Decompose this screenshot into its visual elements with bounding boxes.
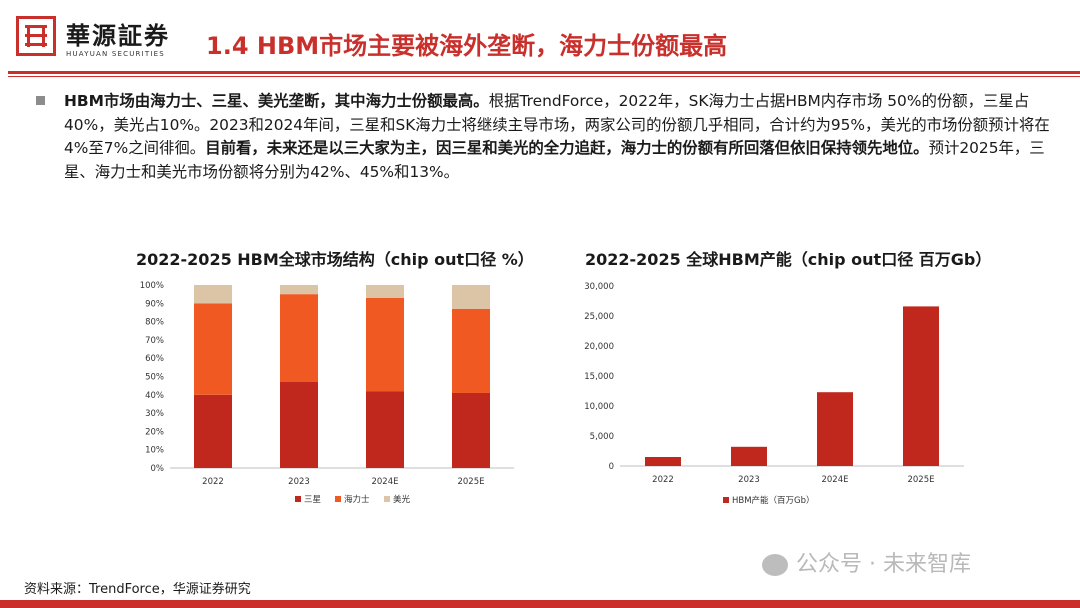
legend-swatch [335,496,341,502]
chart-capacity: 0 5,000 10,000 15,000 20,000 25,000 30,000 2022… [584,282,964,506]
y-tick-label: 100% [140,281,164,291]
y-tick-label: 70% [145,336,164,346]
bottom-bar [0,600,1080,608]
y-tick-label: 30,000 [584,282,614,292]
summary-text-2: 预计2025年，三星、海力士和美光市场份额将分别为42%、45%和13%。 [64,139,1045,181]
legend-swatch [295,496,301,502]
y-tick-label: 10% [145,446,164,456]
x-tick-label: 2023 [288,477,310,487]
bar-3-2024E [366,285,404,298]
x-tick-label: 2025E [907,475,934,485]
y-tick-label: 80% [145,318,164,328]
summary-text-1: 根据TrendForce，2022年，SK海力士占据HBM内存市场 50%的份额… [64,92,1050,157]
logo-name-en: HUAYUAN SECURITIES [66,50,165,58]
bar-2-2025E [452,308,490,393]
bar-1-2024E [366,391,404,468]
y-tick-label: 25,000 [584,312,614,322]
y-tick-label: 30% [145,409,164,419]
bar-2-2024E [366,297,404,392]
chart-title-capacity: 2022-2025 全球HBM产能（chip out口径 百万Gb） [585,250,992,269]
legend-label: 海力士 [344,494,370,505]
company-logo: 華源証券 HUAYUAN SECURITIES [14,10,190,76]
summary-bold-2: 目前看，未来还是以三大家为主，因三星和美光的全力追赶，海力士的份额有所回落但依旧… [205,139,929,157]
y-tick-label: 20% [145,427,164,437]
y-tick-label: 40% [145,391,164,401]
y-tick-label: 20,000 [584,342,614,352]
y-tick-label: 10,000 [584,402,614,412]
x-tick-label: 2024E [821,475,848,485]
bar-1-2025E [903,306,939,466]
chart-title-market-structure: 2022-2025 HBM全球市场结构（chip out口径 %） [136,250,534,269]
bar-3-2025E [452,285,490,309]
x-tick-label: 2024E [371,477,398,487]
y-tick-label: 60% [145,354,164,364]
legend-label: 美光 [393,494,411,505]
legend-label: 三星 [304,495,321,505]
header: 華源証券 HUAYUAN SECURITIES 1.4 HBM市场主要被海外垄断… [0,0,1080,80]
summary-paragraph: HBM市场由海力士、三星、美光垄断，其中海力士份额最高。根据TrendForce… [64,90,1054,184]
bullet-icon [36,96,45,105]
legend-swatch [384,496,390,502]
x-tick-label: 2022 [202,477,224,487]
watermark-text: 公众号 · 未来智库 [796,552,971,577]
bar-1-2022 [194,394,232,468]
bar-1-2025E [452,392,490,468]
source-note: 资料来源：TrendForce，华源证券研究 [24,582,251,597]
y-tick-label: 0% [151,464,165,474]
page-title: 1.4 HBM市场主要被海外垄断，海力士份额最高 [206,32,728,60]
bar-1-2023 [280,381,318,468]
bar-3-2022 [194,285,232,304]
header-divider [8,71,1080,74]
x-tick-label: 2023 [738,475,760,485]
y-tick-label: 0 [609,462,614,472]
summary-bold-1: HBM市场由海力士、三星、美光垄断，其中海力士份额最高。 [64,92,489,110]
bar-1-2023 [731,446,767,466]
logo-name-cn: 華源証券 [66,21,170,50]
watermark: 公众号 · 未来智库 [762,546,971,578]
x-tick-label: 2022 [652,475,674,485]
bar-1-2022 [645,457,681,466]
legend-label: HBM产能（百万Gb） [732,495,815,506]
bar-2-2022 [194,303,232,395]
wechat-icon [762,554,788,576]
header-divider-thin [8,76,1080,77]
legend-swatch [723,497,729,503]
logo-seal-icon [16,16,56,56]
y-tick-label: 50% [145,373,164,383]
bar-3-2023 [280,285,318,295]
chart-market-structure: 0% 10% 20% 30% 40% 50% 60% 70% 80% 90% 100% 2022 202… [140,281,514,505]
bar-2-2023 [280,294,318,382]
y-tick-label: 90% [145,299,164,309]
y-tick-label: 15,000 [584,372,614,382]
y-tick-label: 5,000 [590,432,614,442]
bar-1-2024E [817,392,853,466]
x-tick-label: 2025E [457,477,484,487]
